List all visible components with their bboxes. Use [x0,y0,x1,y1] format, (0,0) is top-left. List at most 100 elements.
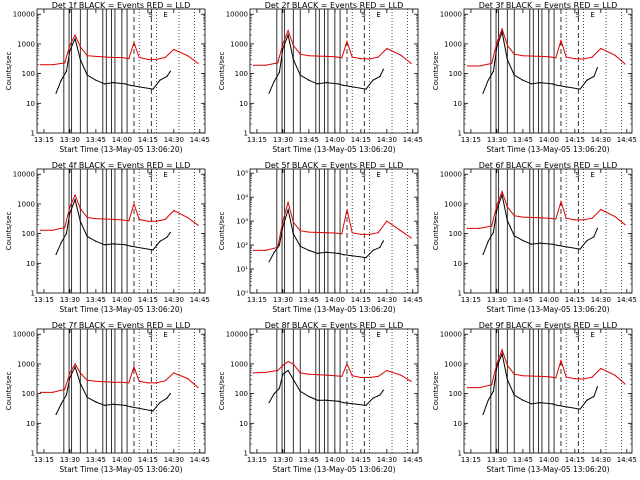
y-axis-label: Counts/sec [5,372,13,411]
x-tick-label: 14:45 [403,296,423,304]
events-data-point [365,257,367,259]
lld-data-point [173,209,175,212]
y-tick-label: 1000 [17,200,35,208]
lld-data-point [360,58,362,60]
lld-data-point [346,40,348,43]
events-data-point [556,244,559,247]
x-tick-label: 14:30 [591,136,611,144]
y-axis-label: Counts/sec [218,372,226,411]
lld-data-point [614,215,616,217]
lld-data-point [147,382,149,384]
lld-data-point [164,56,166,59]
lld-data-point [325,232,327,234]
y-tick-label: 10 [26,260,35,268]
events-data-point [539,81,541,84]
x-tick-label: 14:45 [190,296,210,304]
events-data-point [86,235,88,238]
lld-data-point [252,249,255,252]
events-data-point [556,404,559,407]
x-tick-label: 14:45 [190,136,210,144]
events-data-point [522,240,524,242]
events-data-point [522,399,524,401]
events-data-point [95,240,97,242]
x-tick-label: 14:15 [565,136,585,144]
events-data-point [95,401,97,403]
events-data-point [299,74,301,76]
x-tick-label: 14:15 [138,456,158,464]
y-tick-label: 10³ [236,218,248,226]
events-data-point [74,38,76,40]
lld-data-point [565,56,567,58]
lld-data-point [386,47,388,50]
x-axis-label: Start Time (13-May-05 13:06:20) [486,145,609,154]
lld-data-point [112,381,114,383]
x-tick-label: 14:00 [539,296,559,304]
lld-data-point [282,364,284,366]
events-data-point [129,245,132,247]
x-tick-label: 13:15 [461,456,481,464]
events-data-point [593,75,595,78]
events-data-point [487,240,489,242]
events-data-point [152,410,154,412]
lld-data-point [277,369,279,372]
lld-data-point [64,226,66,229]
events-data-point [169,70,171,72]
events-data-point [530,83,533,85]
events-data-point [69,212,71,214]
events-data-point [579,408,581,410]
events-data-point [482,253,484,255]
x-tick-label: 13:30 [60,136,80,144]
y-tick-label: 1 [458,130,462,138]
annotation-end: E [163,331,167,339]
plot-frame [36,8,206,134]
lld-data-point [351,232,353,234]
events-data-point [292,233,294,235]
events-data-point [372,249,374,252]
lld-data-point [600,367,602,370]
lld-data-point [155,58,158,61]
lld-data-point [64,62,66,64]
x-tick-label: 13:30 [60,456,80,464]
lld-data-point [501,28,503,30]
lld-data-point [264,64,267,66]
events-data-point [342,84,345,87]
events-data-point [539,242,541,244]
y-tick-label: 10000 [440,11,462,19]
events-data-point [268,92,270,94]
lld-data-point [478,386,481,389]
lld-data-point [591,376,593,378]
events-data-point [372,79,374,81]
events-data-point [79,220,81,222]
y-tick-label: 10000 [440,331,462,339]
x-axis-label: Start Time (13-May-05 13:06:20) [59,465,182,474]
chart-title: Det 4f BLACK = Events RED = LLD [52,161,191,170]
events-data-point [124,244,126,246]
lld-data-point [574,219,576,221]
x-tick-label: 14:15 [351,296,371,304]
events-data-point [337,83,339,85]
x-tick-label: 13:45 [86,296,106,304]
lld-data-point [368,376,371,379]
y-tick-label: 100 [22,70,35,78]
y-tick-label: 10 [26,420,35,428]
lld-data-point [277,62,279,64]
x-tick-label: 14:15 [138,136,158,144]
lld-data-point [351,56,353,58]
lld-data-point [582,378,585,380]
lld-data-point [128,382,130,384]
lld-data-point [79,207,81,210]
x-tick-label: 13:45 [86,136,106,144]
lld-data-point [69,372,71,374]
events-data-point [501,31,503,33]
events-data-point [299,390,301,392]
events-data-point [596,227,598,229]
events-data-point [492,390,495,392]
lld-data-point [565,217,567,219]
lld-data-point [264,249,267,252]
lld-data-point [164,218,166,221]
events-data-point [159,240,161,242]
x-tick-label: 14:45 [403,136,423,144]
events-data-point [316,83,319,85]
